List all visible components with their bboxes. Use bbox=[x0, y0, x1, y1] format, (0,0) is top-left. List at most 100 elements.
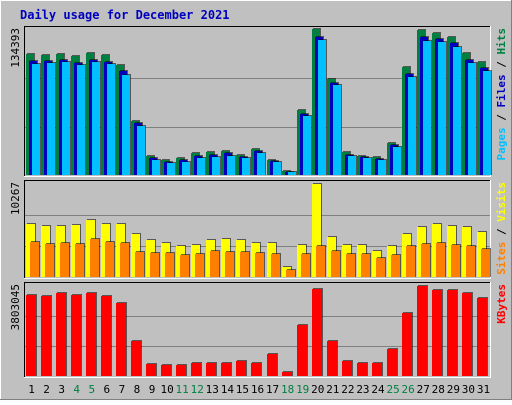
bar-kbytes-day-20 bbox=[312, 288, 323, 376]
bar-pages-day-26-fill bbox=[408, 77, 416, 175]
bar-pages-day-26 bbox=[408, 76, 417, 175]
bar-pages-day-22-fill bbox=[348, 156, 356, 175]
bar-kbytes-day-3-fill bbox=[56, 293, 66, 376]
series-kbytes bbox=[26, 285, 488, 376]
bar-sites-day-13-fill bbox=[210, 251, 219, 277]
bar-pages-day-27-fill bbox=[423, 41, 431, 175]
bar-kbytes-day-8-fill bbox=[131, 341, 141, 376]
bar-pages-day-25-fill bbox=[393, 147, 401, 175]
bar-pages-day-31 bbox=[483, 70, 492, 175]
bar-pages-day-14 bbox=[227, 155, 236, 175]
bar-kbytes-day-3 bbox=[56, 292, 67, 376]
bar-sites-day-11-fill bbox=[180, 255, 189, 277]
bar-pages-day-9 bbox=[152, 159, 161, 175]
bar-sites-day-8 bbox=[135, 251, 145, 277]
bar-sites-day-18-fill bbox=[286, 270, 295, 277]
bar-sites-day-30-fill bbox=[466, 246, 475, 277]
bar-pages-day-22 bbox=[348, 155, 357, 175]
bar-kbytes-day-17 bbox=[267, 353, 278, 376]
bar-kbytes-day-29-fill bbox=[447, 290, 457, 376]
bar-kbytes-day-21-fill bbox=[327, 341, 337, 376]
bar-pages-day-6 bbox=[107, 63, 116, 175]
day-label-6: 6 bbox=[104, 383, 111, 396]
bar-kbytes-day-13-fill bbox=[206, 363, 216, 376]
bar-pages-day-7-fill bbox=[122, 75, 130, 175]
bar-pages-day-17-fill bbox=[273, 162, 281, 175]
bar-pages-day-27 bbox=[423, 40, 432, 175]
day-label-31: 31 bbox=[477, 383, 490, 396]
day-label-13: 13 bbox=[206, 383, 219, 396]
day-label-12: 12 bbox=[191, 383, 204, 396]
bar-pages-day-5 bbox=[92, 61, 101, 175]
bar-kbytes-day-5 bbox=[86, 292, 97, 376]
bar-pages-day-13 bbox=[212, 156, 221, 175]
bar-sites-day-15-fill bbox=[240, 252, 249, 277]
day-label-16: 16 bbox=[251, 383, 264, 396]
bar-pages-day-16-fill bbox=[257, 153, 265, 175]
bar-pages-day-4 bbox=[77, 64, 86, 175]
day-label-19: 19 bbox=[296, 383, 309, 396]
bar-pages-day-3-fill bbox=[62, 62, 70, 175]
day-label-20: 20 bbox=[311, 383, 324, 396]
bar-sites-day-28 bbox=[436, 242, 446, 277]
bar-kbytes-day-28 bbox=[432, 289, 443, 376]
bar-pages-day-1 bbox=[32, 63, 41, 175]
bar-pages-day-19-fill bbox=[303, 116, 311, 175]
panel-hits-files-pages: 134393 Pages / Files / Hits bbox=[9, 26, 508, 177]
bar-sites-day-31 bbox=[481, 248, 491, 277]
bar-pages-day-5-fill bbox=[92, 62, 100, 175]
bar-sites-day-16 bbox=[255, 252, 265, 277]
bar-pages-day-30 bbox=[468, 62, 477, 175]
bar-kbytes-day-19-fill bbox=[297, 325, 307, 376]
day-labels: 1 2 3 4 5 6 7 8 9 10 11 12 13 14 15 16 17 18 19 20 21 22 23 24 2… bbox=[28, 383, 490, 396]
bar-pages-day-20-fill bbox=[318, 40, 326, 175]
day-label-9: 9 bbox=[149, 383, 156, 396]
bar-pages-day-8-fill bbox=[137, 126, 145, 175]
day-label-17: 17 bbox=[266, 383, 279, 396]
bar-sites-day-1 bbox=[30, 241, 40, 277]
bar-kbytes-day-16 bbox=[251, 362, 262, 376]
bar-kbytes-day-4 bbox=[71, 294, 82, 376]
bar-sites-day-22 bbox=[346, 253, 356, 277]
bar-kbytes-day-7-fill bbox=[116, 303, 126, 376]
bar-sites-day-7 bbox=[120, 242, 130, 277]
bar-sites-day-21 bbox=[331, 250, 341, 277]
bar-sites-day-9-fill bbox=[150, 253, 159, 277]
bar-sites-day-14 bbox=[225, 251, 235, 277]
bar-kbytes-day-5-fill bbox=[86, 293, 96, 376]
bar-kbytes-day-21 bbox=[327, 340, 338, 376]
day-label-1: 1 bbox=[28, 383, 35, 396]
bar-sites-day-21-fill bbox=[331, 251, 340, 277]
panel-hits-files-pages-side-label: Pages / Files / Hits bbox=[495, 28, 508, 161]
panel-visits-sites-side-label-part: Visits bbox=[495, 182, 508, 222]
bar-pages-day-11-fill bbox=[182, 162, 190, 175]
bar-kbytes-day-6-fill bbox=[101, 296, 111, 376]
day-label-14: 14 bbox=[221, 383, 235, 396]
panel-visits-sites-side-label-part: / bbox=[495, 222, 508, 242]
bar-pages-day-12 bbox=[197, 157, 206, 175]
bar-pages-day-16 bbox=[257, 152, 266, 175]
bar-kbytes-day-2 bbox=[41, 295, 52, 376]
bar-pages-day-21 bbox=[333, 84, 342, 175]
bar-kbytes-day-30-fill bbox=[462, 293, 472, 376]
bar-sites-day-28-fill bbox=[436, 243, 445, 277]
bar-kbytes-day-10-fill bbox=[161, 365, 171, 376]
day-label-22: 22 bbox=[341, 383, 354, 396]
panel-visits-sites-side-label: Sites / Visits bbox=[495, 182, 508, 275]
bar-sites-day-6-fill bbox=[105, 242, 114, 277]
bar-sites-day-12-fill bbox=[195, 254, 204, 277]
day-label-15: 15 bbox=[236, 383, 249, 396]
bar-sites-day-25-fill bbox=[391, 255, 400, 277]
bar-pages-day-2 bbox=[47, 62, 56, 175]
bar-kbytes-day-22-fill bbox=[342, 361, 352, 376]
bar-kbytes-day-26 bbox=[402, 312, 413, 376]
bar-sites-day-4-fill bbox=[75, 244, 84, 277]
panel-kbytes-side-label: KBytes bbox=[495, 284, 508, 324]
bar-kbytes-day-14 bbox=[221, 362, 232, 376]
bar-sites-day-18 bbox=[286, 269, 296, 277]
bar-sites-day-15 bbox=[240, 251, 250, 277]
bar-pages-day-21-fill bbox=[333, 85, 341, 175]
bar-kbytes-day-1 bbox=[26, 294, 37, 376]
